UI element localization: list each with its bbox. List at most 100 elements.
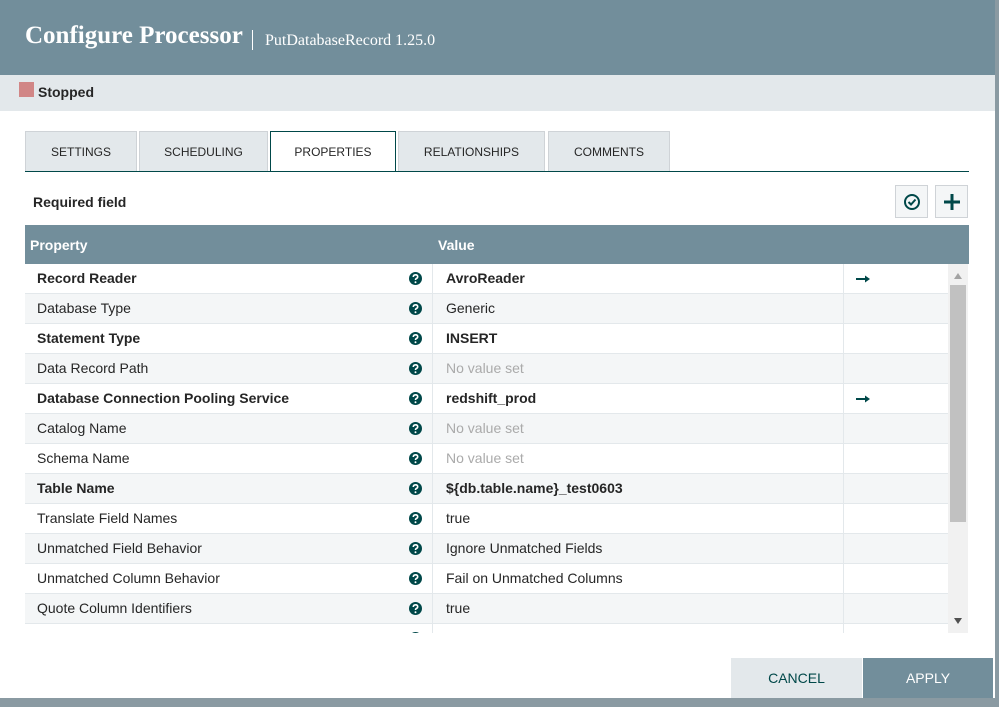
help[interactable] (409, 512, 422, 525)
column-header: Value (438, 237, 475, 253)
help[interactable] (409, 452, 422, 465)
property-rows: Record Reader AvroReader Database Type Gene… (25, 264, 948, 633)
property-value: No value set (446, 420, 524, 436)
status-text: Stopped (38, 84, 94, 100)
help-icon[interactable] (409, 392, 422, 405)
property-row: Table Name ${db.table.name}_test0603 (25, 474, 948, 504)
cancel-button[interactable]: CANCEL (731, 658, 862, 698)
divider (843, 624, 844, 633)
property-name: Quote Table Identifiers (37, 624, 177, 633)
status-bar (0, 75, 999, 111)
property-row: Catalog Name No value set (25, 414, 948, 444)
property-value: INSERT (446, 330, 498, 346)
verify-button[interactable] (895, 185, 928, 218)
property-row: Unmatched Column Behavior Fail on Unmatch… (25, 564, 948, 594)
property-row: Unmatched Field Behavior Ignore Unmatched… (25, 534, 948, 564)
property-value: AvroReader (446, 270, 525, 286)
property-row: Database Connection Pooling Service redsh… (25, 384, 948, 414)
divider (432, 534, 433, 564)
property-value: Fail on Unmatched Columns (446, 570, 623, 586)
divider (843, 594, 844, 624)
divider (843, 534, 844, 564)
backdrop (0, 698, 999, 707)
divider (432, 564, 433, 594)
property-value: No value set (446, 450, 524, 466)
tab[interactable]: RELATIONSHIPS (398, 131, 545, 171)
help-icon[interactable] (409, 632, 422, 633)
property-name: Schema Name (37, 450, 130, 466)
help[interactable] (409, 332, 422, 345)
help-icon[interactable] (409, 332, 422, 345)
property-value: true (446, 600, 471, 616)
property-value: false (446, 624, 476, 633)
column-header: Property (30, 237, 88, 253)
property-name: Unmatched Field Behavior (37, 540, 202, 556)
divider (432, 474, 433, 504)
property-value: true (446, 510, 471, 526)
divider (432, 504, 433, 534)
help[interactable] (409, 272, 422, 285)
help[interactable] (409, 392, 422, 405)
add-property-button[interactable] (935, 185, 968, 218)
help-icon[interactable] (409, 512, 422, 525)
separator (252, 30, 253, 50)
tab[interactable]: COMMENTS (548, 131, 670, 171)
help[interactable] (409, 632, 422, 633)
property-name: Quote Column Identifiers (37, 600, 192, 616)
divider (432, 294, 433, 324)
divider (843, 294, 844, 324)
table-header (25, 225, 969, 264)
help-icon[interactable] (409, 362, 422, 375)
help-icon[interactable] (409, 572, 422, 585)
apply-button[interactable]: APPLY (863, 658, 993, 698)
property-name: Table Name (37, 480, 115, 496)
help[interactable] (409, 302, 422, 315)
property-row: Translate Field Names true (25, 504, 948, 534)
tab[interactable]: PROPERTIES (270, 131, 396, 172)
help-icon[interactable] (409, 542, 422, 555)
divider (432, 594, 433, 624)
help[interactable] (409, 542, 422, 555)
dialog-header (0, 0, 999, 75)
help[interactable] (409, 422, 422, 435)
help[interactable] (409, 572, 422, 585)
goto[interactable] (855, 394, 871, 404)
divider (432, 414, 433, 444)
goto[interactable] (855, 274, 871, 284)
tab[interactable]: SCHEDULING (139, 131, 268, 171)
divider (432, 384, 433, 414)
stopped-icon (19, 82, 34, 97)
help[interactable] (409, 362, 422, 375)
help-icon[interactable] (409, 302, 422, 315)
property-value: ${db.table.name}_test0603 (446, 480, 623, 496)
divider (843, 564, 844, 594)
property-row: Quote Column Identifiers true (25, 594, 948, 624)
help-icon[interactable] (409, 482, 422, 495)
divider (432, 444, 433, 474)
property-value: redshift_prod (446, 390, 537, 406)
divider (843, 504, 844, 534)
help-icon[interactable] (409, 602, 422, 615)
divider (843, 324, 844, 354)
help[interactable] (409, 482, 422, 495)
property-name: Record Reader (37, 270, 137, 286)
divider (432, 624, 433, 633)
goto-arrow[interactable] (855, 394, 871, 404)
property-name: Translate Field Names (37, 510, 178, 526)
help-icon[interactable] (409, 422, 422, 435)
help[interactable] (409, 602, 422, 615)
help-icon[interactable] (409, 452, 422, 465)
backdrop (995, 0, 999, 707)
property-row: Statement Type INSERT (25, 324, 948, 354)
divider (432, 324, 433, 354)
divider (843, 414, 844, 444)
property-name: Unmatched Column Behavior (37, 570, 220, 586)
divider (432, 354, 433, 384)
goto-arrow[interactable] (855, 274, 871, 284)
property-row: Schema Name No value set (25, 444, 948, 474)
help-icon[interactable] (409, 272, 422, 285)
divider (843, 444, 844, 474)
tab-underline (25, 171, 969, 172)
tab[interactable]: SETTINGS (25, 131, 137, 171)
